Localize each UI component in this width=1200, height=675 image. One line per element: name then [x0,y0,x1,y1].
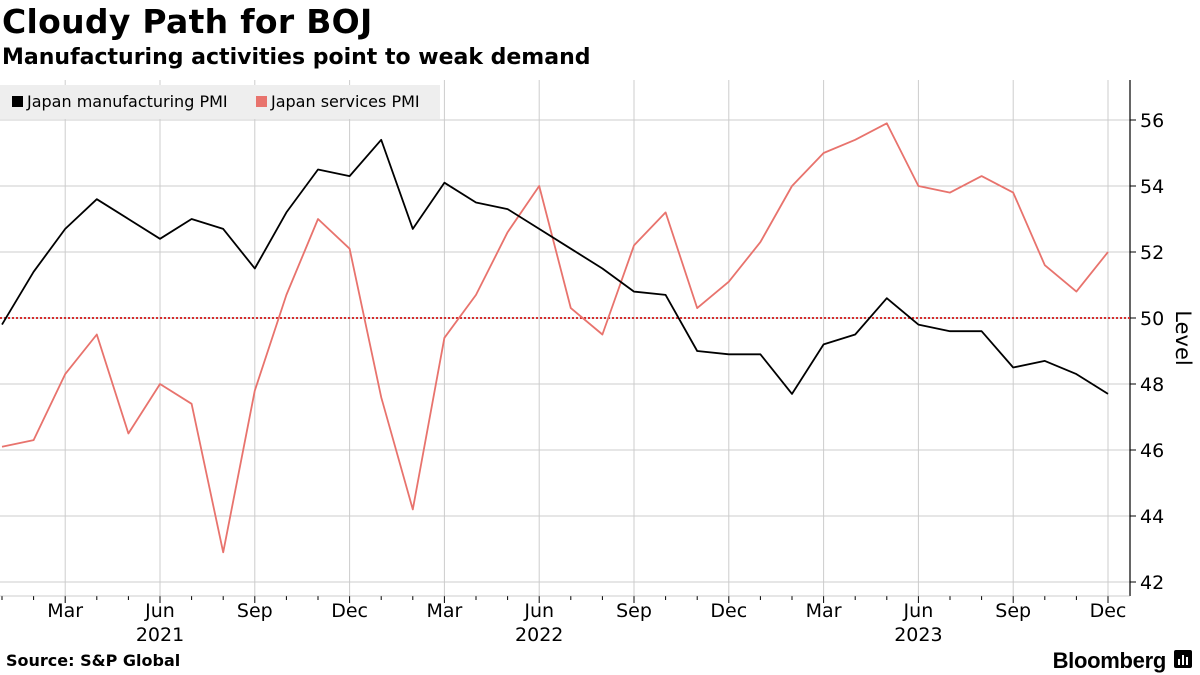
y-tick-label: 48 [1140,374,1164,396]
chart-title: Cloudy Path for BOJ [2,2,373,41]
y-tick-label: 42 [1140,572,1164,594]
legend-box [0,85,440,119]
services-pmi-line [1,122,1109,554]
y-axis-title: Level [1171,310,1195,365]
x-tick-label: Mar [426,600,462,622]
x-tick-label: Jun [523,600,554,622]
x-tick-label: Mar [47,600,83,622]
x-year-label: 2021 [136,624,184,646]
x-tick-label: Dec [331,600,368,622]
y-tick-label: 56 [1140,110,1164,132]
y-tick-label: 44 [1140,506,1164,528]
x-tick-label: Dec [710,600,747,622]
legend-services-swatch [256,96,267,107]
x-tick-label: Jun [903,600,934,622]
chart-subtitle: Manufacturing activities point to weak d… [2,45,591,70]
x-tick-label: Jun [144,600,175,622]
y-tick-label: 54 [1140,176,1164,198]
x-tick-label: Sep [995,600,1031,622]
x-year-label: 2022 [515,624,563,646]
y-tick-label: 46 [1140,440,1164,462]
x-tick-label: Sep [616,600,652,622]
y-tick-label: 52 [1140,242,1164,264]
manufacturing-pmi-line [1,138,1109,395]
x-tick-label: Dec [1090,600,1127,622]
bloomberg-logo: Bloomberg [1052,648,1167,673]
legend-manufacturing-swatch [12,96,23,107]
x-tick-label: Mar [806,600,842,622]
bloomberg-terminal-icon [1174,650,1192,668]
y-tick-label: 50 [1140,308,1164,330]
x-year-label: 2023 [894,624,942,646]
legend-services-label: Japan services PMI [270,92,420,111]
x-tick-label: Sep [237,600,273,622]
source-note: Source: S&P Global [6,651,181,670]
legend-manufacturing-label: Japan manufacturing PMI [26,92,228,111]
